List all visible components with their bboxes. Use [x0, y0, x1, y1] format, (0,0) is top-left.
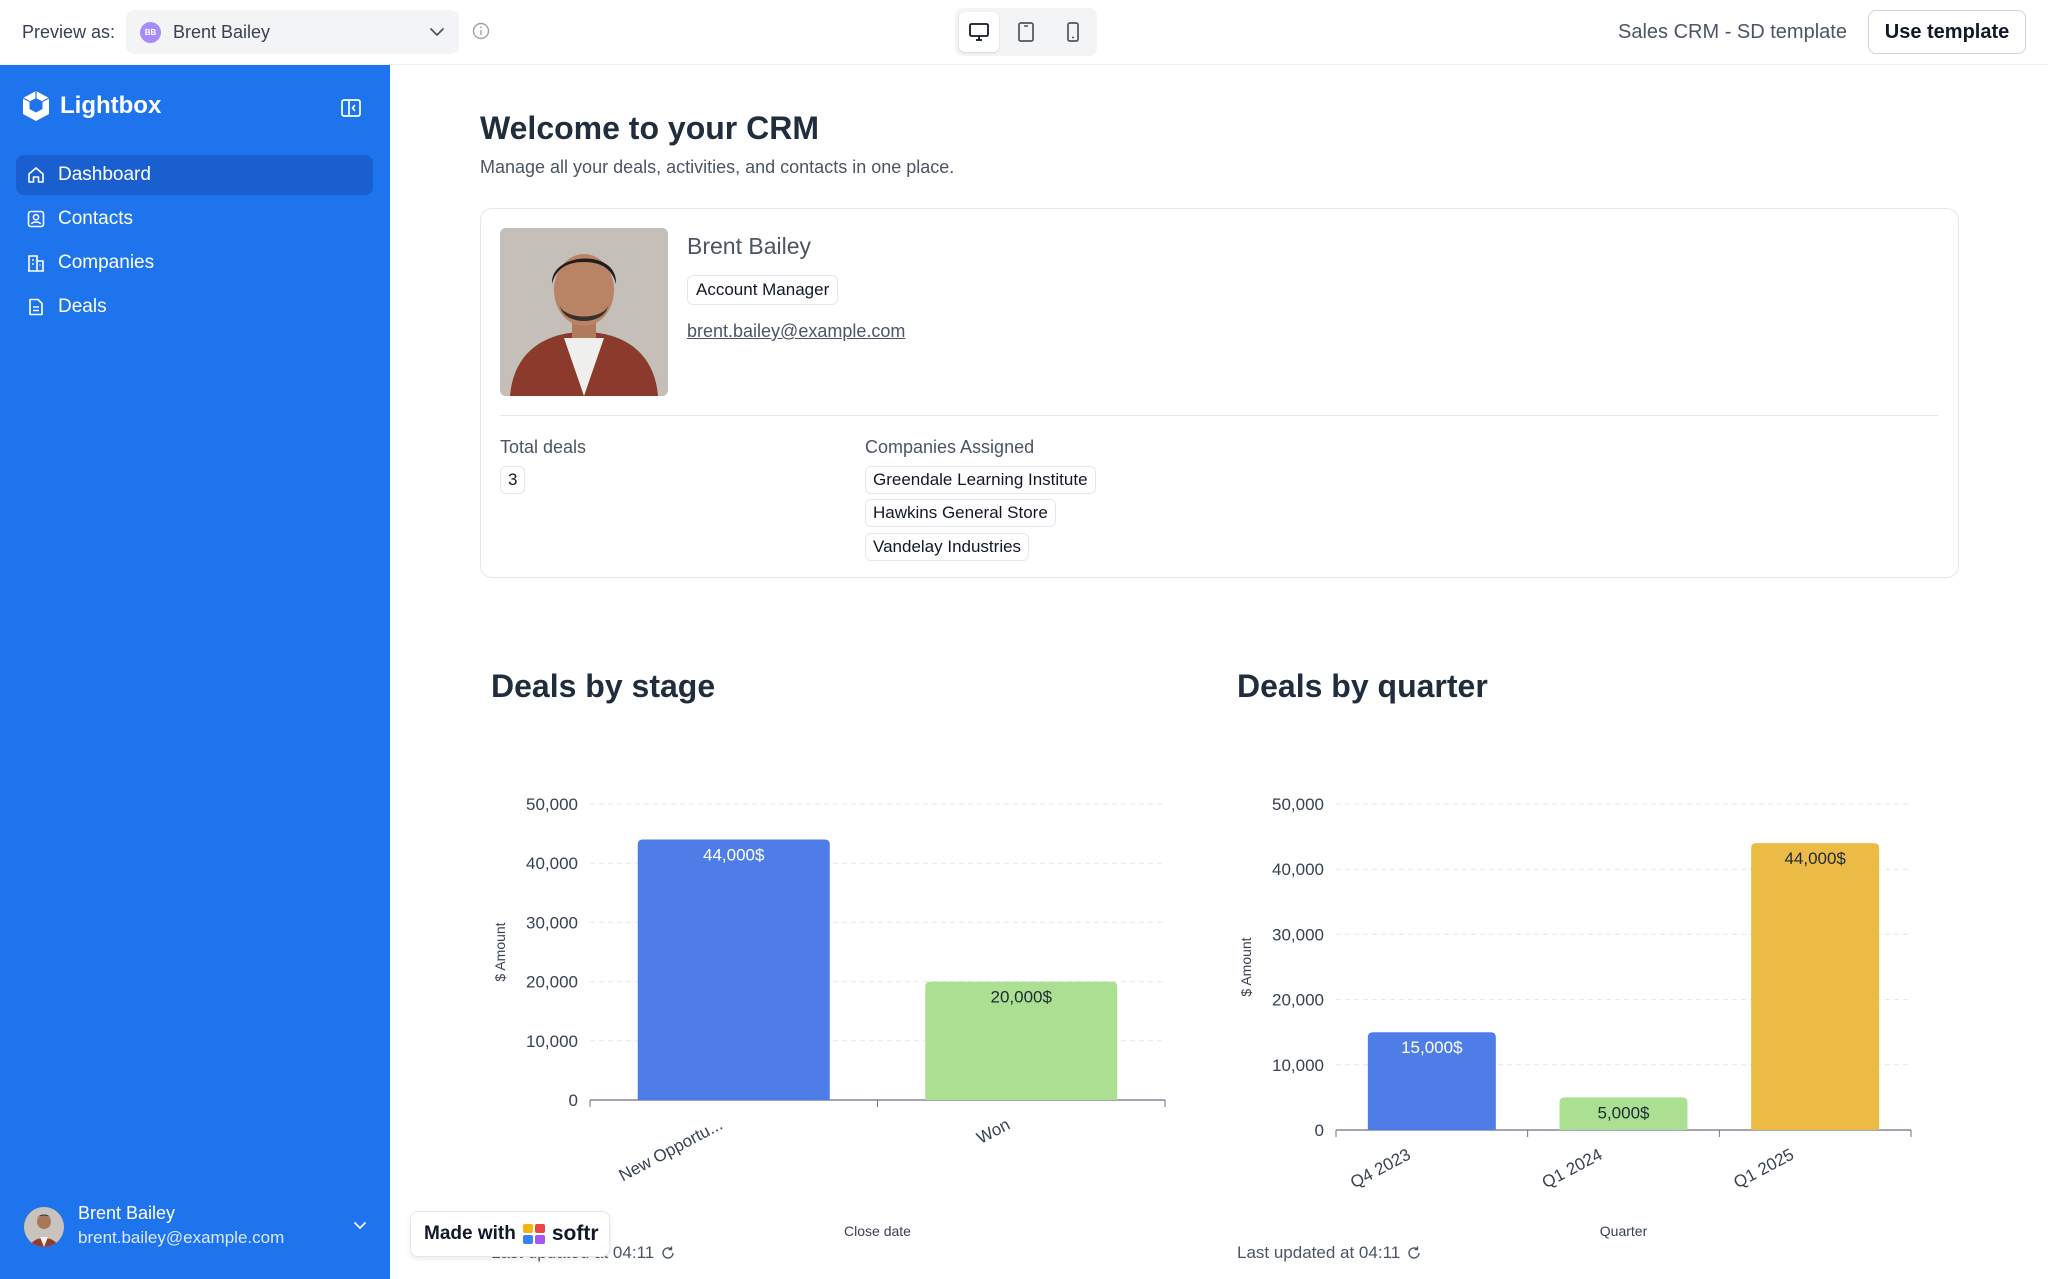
bar: [637, 839, 830, 1100]
brand-name: Lightbox: [60, 92, 162, 119]
y-tick-label: 10,000: [526, 1032, 578, 1051]
page-subtitle: Manage all your deals, activities, and c…: [480, 157, 955, 177]
chevron-down-icon: [430, 28, 444, 36]
sidebar-item-label: Dashboard: [58, 164, 151, 185]
y-tick-label: 20,000: [526, 973, 578, 992]
avatar: [24, 1207, 64, 1247]
x-category-label: Q1 2025: [1731, 1145, 1798, 1192]
y-tick-label: 0: [569, 1091, 578, 1110]
tablet-view-button[interactable]: [1006, 12, 1046, 52]
last-updated-quarter: Last updated at 04:11: [1237, 1243, 1422, 1263]
sidebar-item-label: Companies: [58, 252, 155, 273]
sidebar-item-dashboard[interactable]: Dashboard: [16, 155, 373, 195]
sidebar-user-menu[interactable]: Brent Bailey brent.bailey@example.com: [24, 1201, 370, 1257]
deals-by-stage-chart: 0 10,000 20,000 30,000 40,000 50,000 44,000$ Ne…: [492, 795, 1166, 1239]
bar: [925, 981, 1118, 1100]
role-badge: Account Manager: [687, 275, 839, 305]
user-initials-avatar: BB: [140, 22, 161, 43]
chart-title-deals-by-stage: Deals by stage: [491, 668, 716, 704]
bar-value-label: 20,000$: [991, 988, 1053, 1007]
sidebar-collapse-icon[interactable]: [340, 97, 362, 119]
sidebar: Lightbox Dashboard Contacts Companies De…: [0, 65, 390, 1279]
last-updated-text: Last updated at 04:11: [1237, 1243, 1401, 1262]
use-template-button[interactable]: Use template: [1868, 10, 2026, 54]
bar: [1367, 1032, 1496, 1130]
y-tick-label: 50,000: [1272, 795, 1324, 814]
profile-photo: [500, 228, 668, 396]
made-with-label: Made with: [424, 1223, 516, 1244]
sidebar-item-label: Contacts: [58, 208, 133, 229]
companies-assigned-label: Companies Assigned: [865, 437, 1035, 457]
y-tick-label: 0: [1315, 1121, 1324, 1140]
y-axis-title: $ Amount: [1238, 937, 1254, 996]
profile-name: Brent Bailey: [687, 233, 812, 259]
template-name: Sales CRM - SD template: [1618, 21, 1847, 43]
bar-value-label: 5,000$: [1598, 1103, 1651, 1122]
chart-title-deals-by-quarter: Deals by quarter: [1237, 668, 1488, 704]
device-preview-toggle: [955, 8, 1097, 56]
x-category-label: Q4 2023: [1347, 1145, 1414, 1192]
page-title: Welcome to your CRM: [480, 110, 819, 146]
deals-by-quarter-chart: 0 10,000 20,000 30,000 40,000 50,000 15,000$ Q4…: [1238, 795, 1912, 1239]
x-axis-title: Close date: [844, 1223, 911, 1239]
y-axis-title: $ Amount: [492, 922, 508, 981]
home-icon: [28, 167, 44, 183]
x-axis-title: Quarter: [1600, 1223, 1648, 1239]
bar: [1559, 1097, 1688, 1130]
profile-email-link[interactable]: brent.bailey@example.com: [687, 321, 906, 341]
preview-as-label: Preview as:: [22, 22, 116, 42]
sidebar-item-deals[interactable]: Deals: [16, 287, 373, 327]
chevron-down-icon: [354, 1222, 366, 1230]
profile-card: Brent Bailey Account Manager brent.baile…: [480, 208, 1959, 578]
building-icon: [28, 255, 44, 272]
company-tag: Vandelay Industries: [865, 533, 1030, 561]
desktop-view-button[interactable]: [959, 12, 999, 52]
sidebar-item-companies[interactable]: Companies: [16, 243, 373, 283]
y-tick-label: 30,000: [1272, 925, 1324, 944]
sidebar-item-label: Deals: [58, 296, 107, 317]
tablet-icon: [1018, 22, 1034, 42]
info-icon[interactable]: [472, 22, 490, 40]
bar-value-label: 15,000$: [1401, 1038, 1463, 1057]
bar-value-label: 44,000$: [703, 846, 765, 865]
bar: [1751, 843, 1880, 1130]
refresh-icon[interactable]: [1406, 1245, 1422, 1261]
x-category-label: Q1 2024: [1539, 1145, 1606, 1192]
sidebar-user-email: brent.bailey@example.com: [78, 1228, 285, 1247]
y-tick-label: 30,000: [526, 913, 578, 932]
company-tag: Greendale Learning Institute: [865, 466, 1096, 494]
desktop-icon: [969, 23, 989, 41]
company-tag: Hawkins General Store: [865, 499, 1056, 527]
card-divider: [500, 415, 1938, 416]
refresh-icon[interactable]: [660, 1245, 676, 1261]
made-with-softr-badge[interactable]: Made with softr: [410, 1211, 610, 1257]
bar-value-label: 44,000$: [1784, 849, 1846, 868]
y-tick-label: 50,000: [526, 795, 578, 814]
preview-user-name: Brent Bailey: [173, 22, 271, 42]
softr-wordmark: softr: [551, 1222, 599, 1245]
total-deals-label: Total deals: [500, 437, 587, 457]
top-bar: Preview as: BB Brent Bailey Sales CRM - …: [0, 0, 2048, 65]
brand-logo[interactable]: Lightbox: [20, 89, 161, 123]
total-deals-value: 3: [500, 466, 526, 494]
sidebar-nav: Dashboard Contacts Companies Deals: [16, 155, 373, 331]
x-category-label: Won: [974, 1115, 1014, 1148]
mobile-view-button[interactable]: [1053, 12, 1093, 52]
y-tick-label: 40,000: [1272, 860, 1324, 879]
document-icon: [29, 298, 43, 316]
sidebar-user-name: Brent Bailey: [78, 1203, 176, 1223]
cube-logo-icon: [22, 91, 50, 121]
y-tick-label: 20,000: [1272, 991, 1324, 1010]
y-tick-label: 10,000: [1272, 1056, 1324, 1075]
x-category-label: New Opportu...: [616, 1115, 726, 1185]
y-tick-label: 40,000: [526, 854, 578, 873]
contact-card-icon: [27, 210, 45, 228]
preview-user-select[interactable]: BB Brent Bailey: [126, 10, 459, 54]
sidebar-item-contacts[interactable]: Contacts: [16, 199, 373, 239]
mobile-icon: [1067, 22, 1079, 42]
softr-logo-icon: [522, 1223, 546, 1245]
